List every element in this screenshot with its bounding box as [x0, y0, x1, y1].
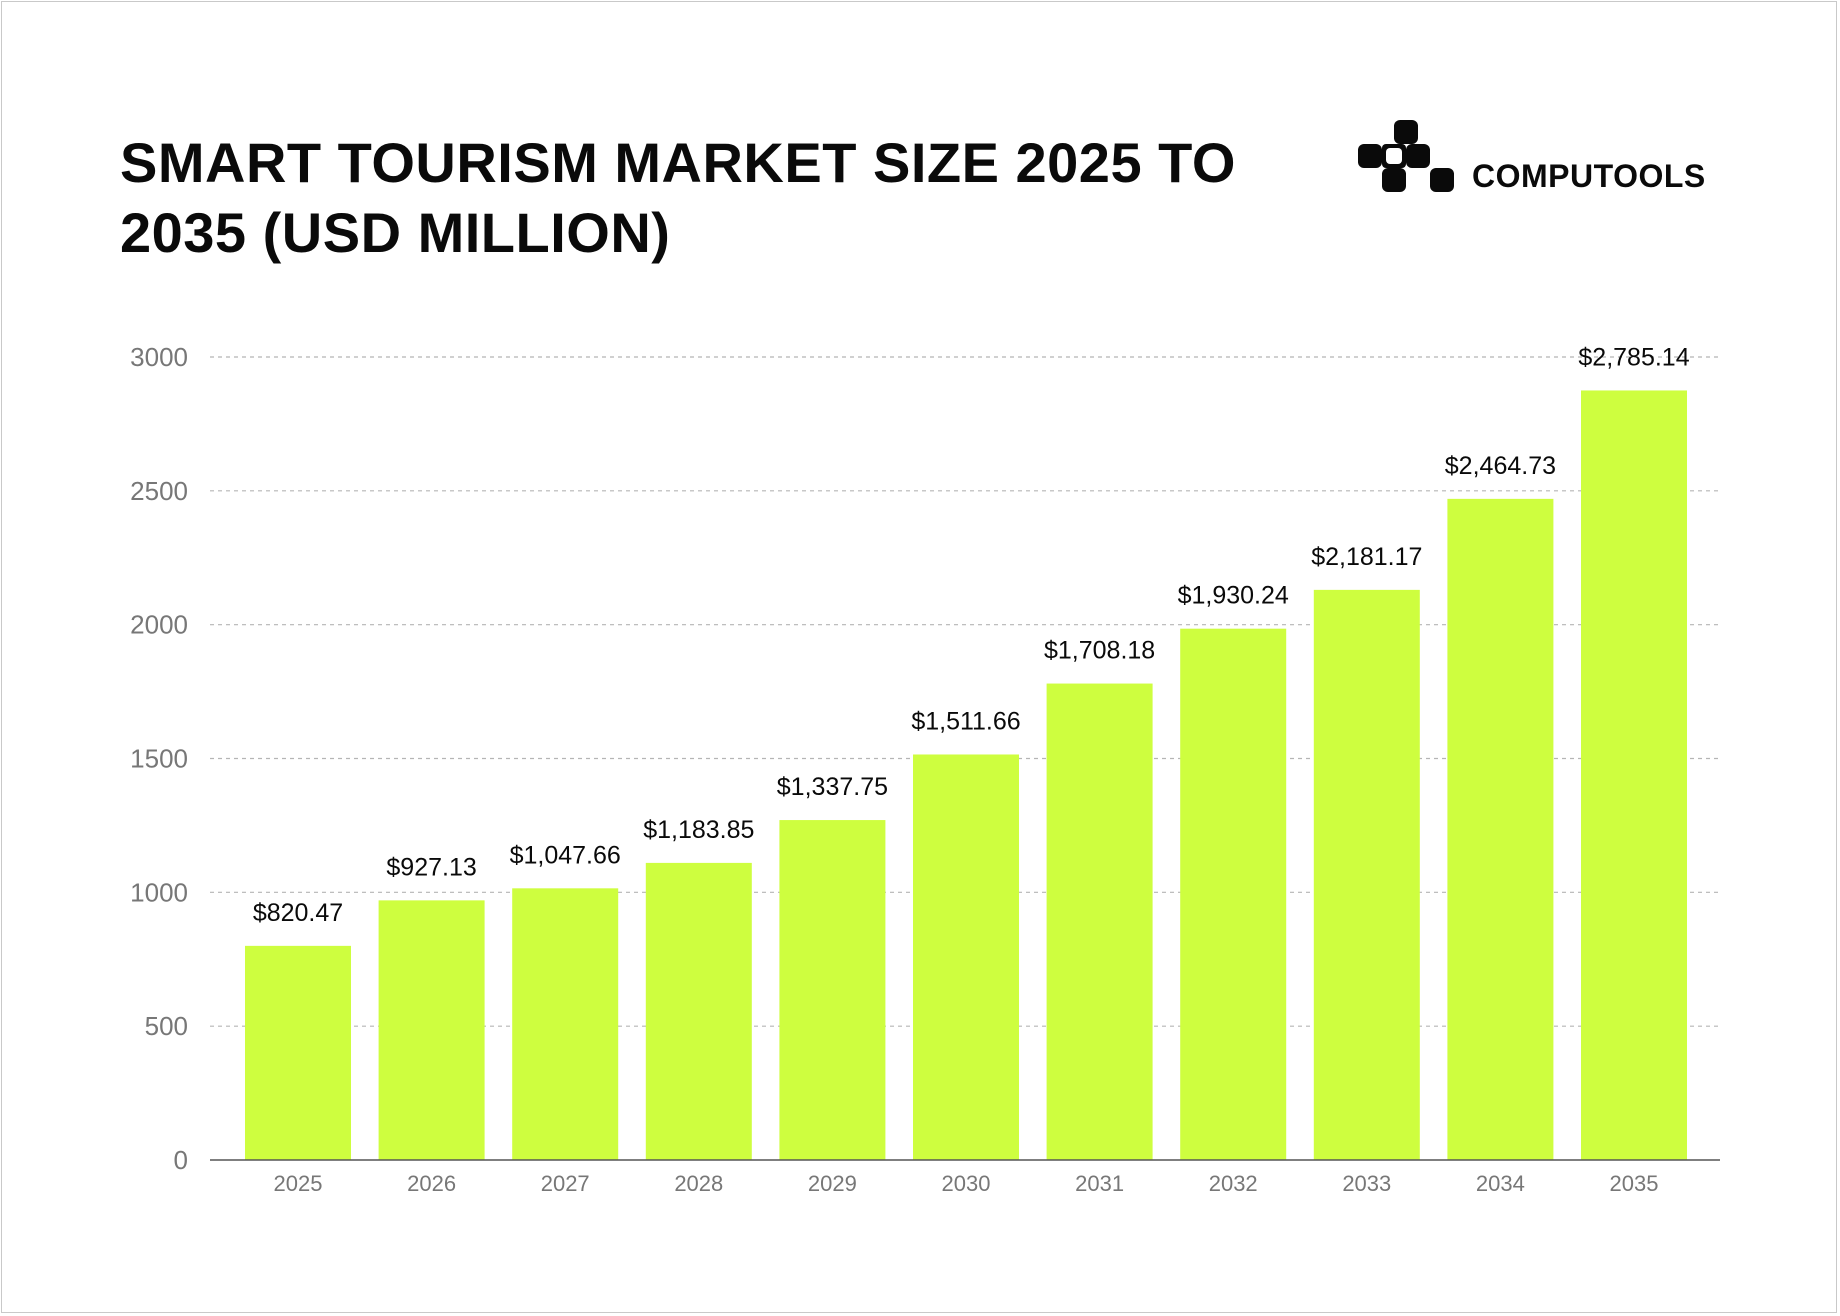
x-tick-label: 2035 — [1610, 1171, 1659, 1196]
brand: COMPUTOOLS — [1356, 118, 1726, 198]
brand-name: COMPUTOOLS — [1472, 158, 1706, 194]
bar-value-label: $1,183.85 — [643, 816, 754, 844]
bar-value-label: $2,181.17 — [1311, 543, 1422, 571]
y-tick-label: 1500 — [130, 744, 188, 774]
y-tick-label: 0 — [174, 1145, 188, 1175]
bar — [1581, 390, 1687, 1160]
bar — [779, 820, 886, 1160]
bar — [512, 888, 619, 1160]
bar — [1180, 628, 1287, 1160]
bar-value-label: $1,511.66 — [911, 707, 1020, 735]
bar-value-label: $927.13 — [386, 853, 476, 881]
y-tick-label: 3000 — [130, 342, 188, 372]
bar-value-label: $1,708.18 — [1044, 637, 1155, 665]
bar — [1046, 683, 1153, 1160]
axes: 0 500 1000 1500 2000 2500 3000 2025 2026 2027 2028… — [130, 342, 1720, 1196]
bar-value-label: $1,337.75 — [777, 773, 888, 801]
bar-value-label: $2,785.14 — [1578, 343, 1689, 371]
bar — [645, 862, 752, 1160]
bar-value-label: $1,930.24 — [1178, 582, 1289, 610]
bar-value-label: $820.47 — [253, 899, 343, 927]
bar — [1313, 589, 1420, 1160]
y-tick-label: 2500 — [130, 476, 188, 506]
bar — [378, 900, 485, 1160]
y-tick-label: 2000 — [130, 610, 188, 640]
x-tick-label: 2033 — [1342, 1171, 1391, 1196]
bars — [245, 390, 1687, 1160]
x-tick-label: 2026 — [407, 1171, 456, 1196]
x-tick-label: 2025 — [274, 1171, 323, 1196]
x-tick-label: 2031 — [1075, 1171, 1124, 1196]
y-tick-label: 1000 — [130, 877, 188, 907]
bar — [245, 945, 351, 1160]
x-tick-label: 2032 — [1209, 1171, 1258, 1196]
chart-title: SMART TOURISM MARKET SIZE 2025 TO 2035 (… — [120, 131, 1236, 264]
bar-value-label: $2,464.73 — [1445, 452, 1556, 480]
x-tick-label: 2030 — [942, 1171, 991, 1196]
bar-value-label: $1,047.66 — [510, 841, 621, 869]
data-labels: $820.47 $927.13 $1,047.66 $1,183.85 $1,337.7… — [253, 343, 1690, 926]
bar — [1447, 498, 1554, 1160]
x-tick-label: 2027 — [541, 1171, 590, 1196]
computools-logo-icon — [1358, 120, 1454, 192]
y-tick-label: 500 — [145, 1011, 188, 1041]
x-tick-label: 2034 — [1476, 1171, 1525, 1196]
bar — [913, 754, 1019, 1160]
x-tick-label: 2028 — [674, 1171, 723, 1196]
x-tick-label: 2029 — [808, 1171, 857, 1196]
